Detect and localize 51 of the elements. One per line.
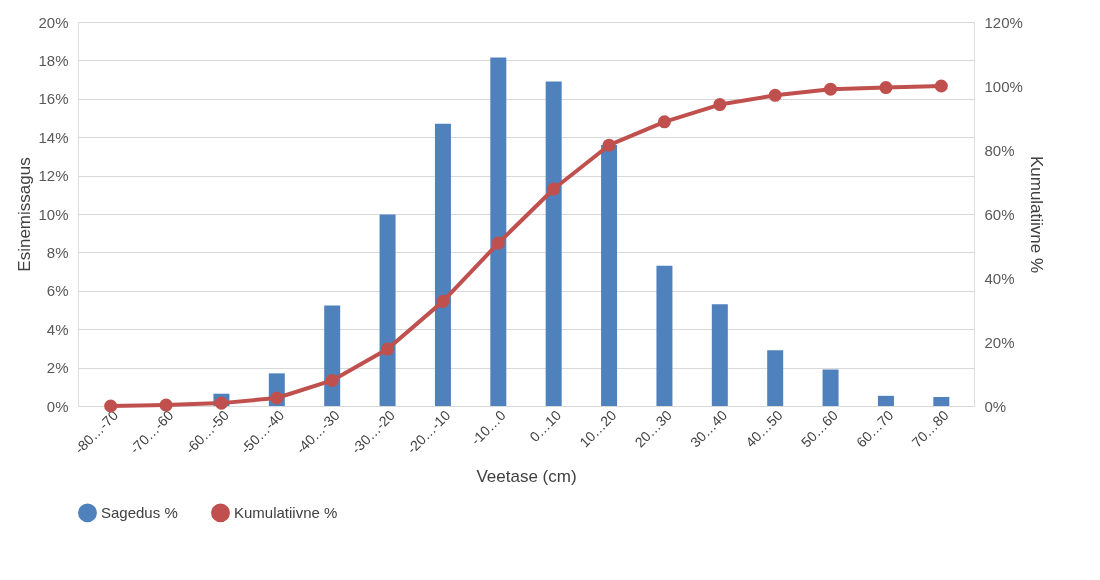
bar (490, 57, 507, 406)
bar (324, 305, 341, 406)
bar (933, 396, 950, 406)
point (436, 294, 450, 308)
y-tick-label: 4% (46, 320, 69, 338)
y2-tick-label: 0% (984, 397, 1007, 415)
point (713, 98, 727, 112)
y-axis-title: Esinemissagus (15, 157, 35, 272)
bar (711, 304, 728, 406)
bar (767, 350, 784, 406)
x-axis-title: Veetase (cm) (476, 466, 577, 486)
point (768, 88, 782, 102)
y-tick-label: 12% (38, 167, 69, 185)
y2-axis-title: Kumulatiivne % (1026, 155, 1046, 274)
point (325, 373, 339, 387)
y2-tick-label: 120% (984, 13, 1023, 31)
bar (877, 395, 894, 406)
point (602, 138, 616, 152)
point (381, 342, 395, 356)
bar (656, 265, 673, 406)
y-tick-label: 2% (46, 359, 69, 377)
y2-tick-label: 60% (984, 205, 1015, 223)
point (547, 182, 561, 196)
point (214, 396, 228, 410)
bar (822, 369, 839, 406)
point (159, 398, 173, 412)
y2-tick-label: 40% (984, 269, 1015, 287)
legend-label: Kumulatiivne % (234, 503, 338, 521)
y-tick-label: 6% (46, 282, 69, 300)
bar (545, 81, 562, 406)
point (657, 115, 671, 129)
bar (434, 123, 451, 406)
y2-tick-label: 20% (984, 333, 1015, 351)
point (104, 399, 118, 413)
y2-tick-label: 100% (984, 77, 1023, 95)
point (934, 79, 948, 93)
point (491, 236, 505, 250)
y-tick-label: 20% (38, 13, 69, 31)
bar (379, 214, 396, 406)
y2-tick-label: 80% (984, 141, 1015, 159)
point (270, 391, 284, 405)
y-tick-label: 0% (46, 397, 69, 415)
y-tick-label: 18% (38, 51, 69, 69)
y-tick-label: 16% (38, 90, 69, 108)
y-tick-label: 14% (38, 128, 69, 146)
point (824, 82, 838, 96)
y-tick-label: 8% (46, 243, 69, 261)
point (879, 81, 893, 95)
legend-label: Sagedus % (101, 503, 178, 521)
y-tick-label: 10% (38, 205, 69, 223)
bar (601, 144, 618, 406)
